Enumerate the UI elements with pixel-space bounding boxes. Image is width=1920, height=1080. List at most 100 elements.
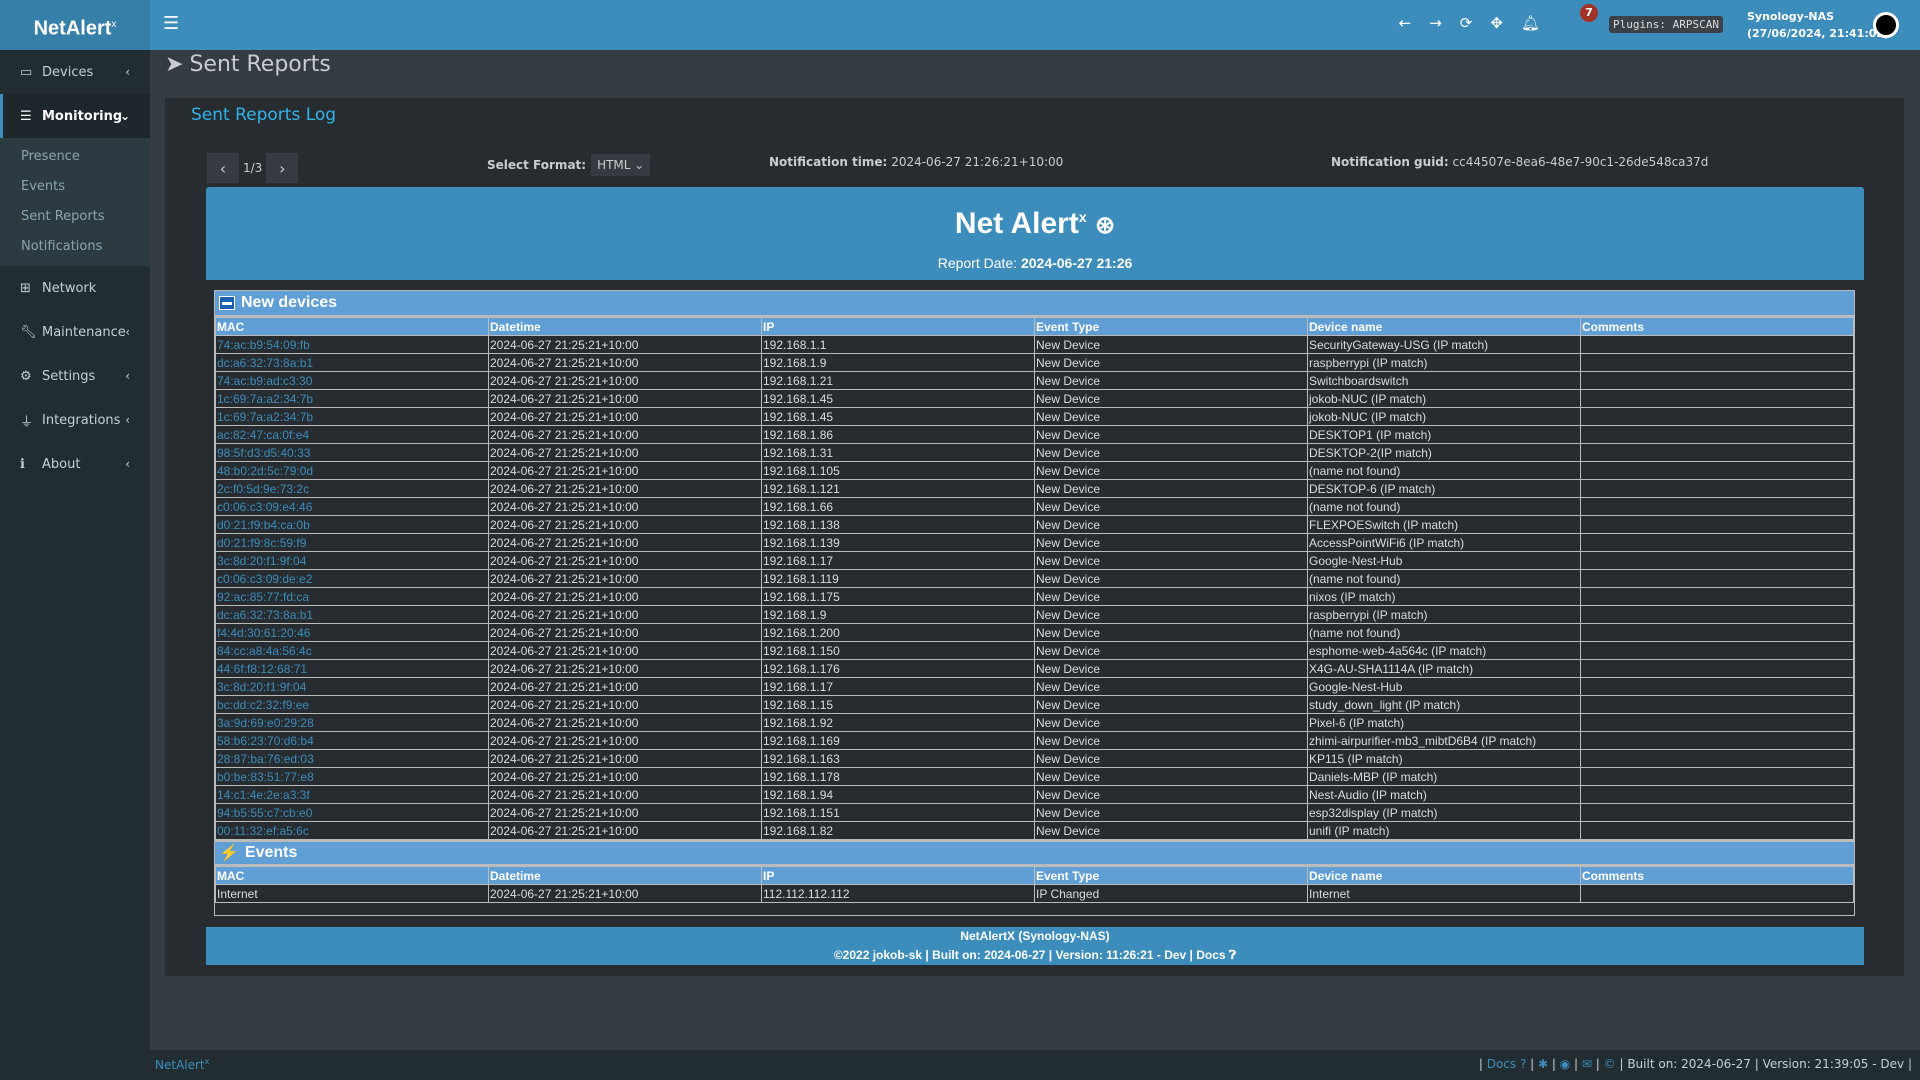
mac-cell[interactable]: 1c:69:7a:a2:34:7b — [215, 389, 489, 408]
mac-cell[interactable]: c0:06:c3:09:e4:46 — [215, 497, 489, 516]
mac-cell[interactable]: 00:11:32:ef:a5:6c — [215, 821, 489, 840]
forward-arrow-icon[interactable]: → — [1429, 14, 1442, 32]
footer-brand[interactable]: NetAlertx — [155, 1057, 209, 1072]
sidebar-item-network[interactable]: ⊞ Network — [0, 266, 150, 310]
chevron-down-icon: ⌄ — [119, 109, 130, 123]
column-header: Device name — [1307, 866, 1581, 885]
mac-cell[interactable]: 2c:f0:5d:9e:73:2c — [215, 479, 489, 498]
mac-cell[interactable]: dc:a6:32:73:8a:b1 — [215, 605, 489, 624]
datetime-cell: 2024-06-27 21:25:21+10:00 — [488, 767, 762, 786]
submenu-sent-reports[interactable]: Sent Reports — [21, 209, 105, 224]
mac-cell[interactable]: 1c:69:7a:a2:34:7b — [215, 407, 489, 426]
question-icon[interactable]: ❓︎ — [1228, 948, 1237, 962]
ip-cell: 192.168.1.45 — [761, 389, 1035, 408]
move-icon[interactable]: ✥ — [1490, 14, 1503, 32]
question-icon[interactable]: ? — [1519, 1057, 1527, 1071]
report-title: Net Alertx ⊛ — [206, 207, 1864, 241]
refresh-icon[interactable]: ⟳ — [1459, 14, 1473, 32]
mac-cell[interactable]: 94:b5:55:c7:cb:e0 — [215, 803, 489, 822]
device-name-cell: AccessPointWiFi6 (IP match) — [1307, 533, 1581, 552]
mac-cell[interactable]: ac:82:47:ca:0f:e4 — [215, 425, 489, 444]
table-row: 00:11:32:ef:a5:6c 2024-06-27 21:25:21+10:… — [215, 821, 1854, 840]
column-header: Event Type — [1034, 866, 1308, 885]
mac-cell[interactable]: 84:cc:a8:4a:56:4c — [215, 641, 489, 660]
copyright-icon[interactable]: © — [1603, 1057, 1616, 1071]
mac-cell[interactable]: 74:ac:b9:54:09:fb — [215, 335, 489, 354]
laptop-icon: ▭ — [20, 64, 33, 80]
bell-icon[interactable]: 🔔︎ — [1520, 14, 1540, 32]
logo-sup: x — [111, 19, 117, 30]
report-date: Report Date: 2024-06-27 21:26 — [206, 255, 1864, 271]
sidebar-item-devices[interactable]: ▭ Devices ‹ — [0, 50, 150, 94]
ip-cell: 192.168.1.31 — [761, 443, 1035, 462]
mac-cell[interactable]: 48:b0:2d:5c:79:0d — [215, 461, 489, 480]
chevron-left-icon: ‹ — [125, 325, 130, 339]
app-logo[interactable]: NetAlertx — [0, 0, 150, 50]
device-name-cell: X4G-AU-SHA1114A (IP match) — [1307, 659, 1581, 678]
sidebar-item-label: Maintenance — [42, 324, 126, 340]
device-name-cell: Internet — [1307, 884, 1581, 903]
sidebar: ▭ Devices ‹ ☰ Monitoring ⌄ Presence Events S… — [0, 50, 150, 1050]
event-type-cell: New Device — [1034, 443, 1308, 462]
table-row: 98:5f:d3:d5:40:33 2024-06-27 21:25:21+10:… — [215, 443, 1854, 462]
mac-cell[interactable]: d0:21:f9:b4:ca:0b — [215, 515, 489, 534]
menu-toggle-icon[interactable]: ☰ — [163, 13, 180, 34]
mac-cell[interactable]: b0:be:83:51:77:e8 — [215, 767, 489, 786]
mac-cell[interactable]: c0:06:c3:09:de:e2 — [215, 569, 489, 588]
prev-report-button[interactable]: ‹ — [207, 153, 239, 183]
mac-cell[interactable]: d0:21:f9:8c:59:f9 — [215, 533, 489, 552]
comments-cell — [1580, 803, 1854, 822]
mac-cell[interactable]: 58:b6:23:70:d6:b4 — [215, 731, 489, 750]
next-report-button[interactable]: › — [266, 153, 299, 183]
mac-cell[interactable]: 44:6f:f8:12:68:71 — [215, 659, 489, 678]
datetime-cell: 2024-06-27 21:25:21+10:00 — [488, 443, 762, 462]
device-name-cell: Google-Nest-Hub — [1307, 551, 1581, 570]
mac-cell[interactable]: 3a:9d:69:e0:29:28 — [215, 713, 489, 732]
info-icon: ℹ — [20, 456, 25, 472]
sidebar-item-settings[interactable]: ⚙ Settings ‹ — [0, 354, 150, 398]
format-select[interactable]: HTML ⌄ — [591, 154, 651, 176]
mac-cell[interactable]: 98:5f:d3:d5:40:33 — [215, 443, 489, 462]
event-type-cell: New Device — [1034, 785, 1308, 804]
report-footer: NetAlertX (Synology-NAS) ©2022 jokob-sk … — [206, 927, 1864, 965]
sidebar-item-about[interactable]: ℹ About ‹ — [0, 442, 150, 486]
mail-icon[interactable]: ✉ — [1581, 1057, 1592, 1071]
mac-cell[interactable]: f4:4d:30:61:20:46 — [215, 623, 489, 642]
mac-cell[interactable]: dc:a6:32:73:8a:b1 — [215, 353, 489, 372]
submenu-presence[interactable]: Presence — [21, 149, 80, 164]
report-header: Net Alertx ⊛ Report Date: 2024-06-27 21:… — [206, 187, 1864, 280]
pager-count: 1/3 — [243, 161, 263, 175]
event-type-cell: New Device — [1034, 731, 1308, 750]
back-arrow-icon[interactable]: ← — [1398, 14, 1412, 32]
sidebar-item-monitoring[interactable]: ☰ Monitoring ⌄ — [0, 94, 150, 138]
mac-cell[interactable]: 92:ac:85:77:fd:ca — [215, 587, 489, 606]
bug-icon[interactable]: ✱ — [1538, 1057, 1549, 1071]
new-devices-section-header: ▬ New devices — [215, 291, 1854, 317]
host-name: Synology-NAS — [1747, 10, 1835, 23]
table-row: dc:a6:32:73:8a:b1 2024-06-27 21:25:21+10:… — [215, 605, 1854, 624]
mac-cell[interactable]: 14:c1:4e:2e:a3:3f — [215, 785, 489, 804]
table-row: f4:4d:30:61:20:46 2024-06-27 21:25:21+10:… — [215, 623, 1854, 642]
ip-cell: 192.168.1.169 — [761, 731, 1035, 750]
submenu-events[interactable]: Events — [21, 179, 66, 194]
mac-cell[interactable]: 28:87:ba:76:ed:03 — [215, 749, 489, 768]
comments-cell — [1580, 461, 1854, 480]
user-avatar[interactable] — [1873, 12, 1899, 38]
device-name-cell: nixos (IP match) — [1307, 587, 1581, 606]
mac-cell[interactable]: 3c:8d:20:f1:9f:04 — [215, 677, 489, 696]
event-type-cell: New Device — [1034, 803, 1308, 822]
device-name-cell: jokob-NUC (IP match) — [1307, 407, 1581, 426]
github-icon[interactable]: ◉ — [1559, 1057, 1571, 1071]
sidebar-item-integrations[interactable]: ⏚ Integrations ‹ — [0, 398, 150, 442]
mac-cell[interactable]: 74:ac:b9:ad:c3:30 — [215, 371, 489, 390]
comments-cell — [1580, 587, 1854, 606]
mac-cell[interactable]: bc:dd:c2:32:f9:ee — [215, 695, 489, 714]
sidebar-item-maintenance[interactable]: 🔧︎ Maintenance ‹ — [0, 310, 150, 354]
event-type-cell: New Device — [1034, 371, 1308, 390]
mac-cell[interactable]: 3c:8d:20:f1:9f:04 — [215, 551, 489, 570]
submenu-notifications[interactable]: Notifications — [21, 239, 103, 254]
notification-badge[interactable]: 7 — [1580, 4, 1598, 22]
comments-cell — [1580, 389, 1854, 408]
docs-link[interactable]: Docs — [1486, 1057, 1517, 1071]
ip-cell: 192.168.1.92 — [761, 713, 1035, 732]
